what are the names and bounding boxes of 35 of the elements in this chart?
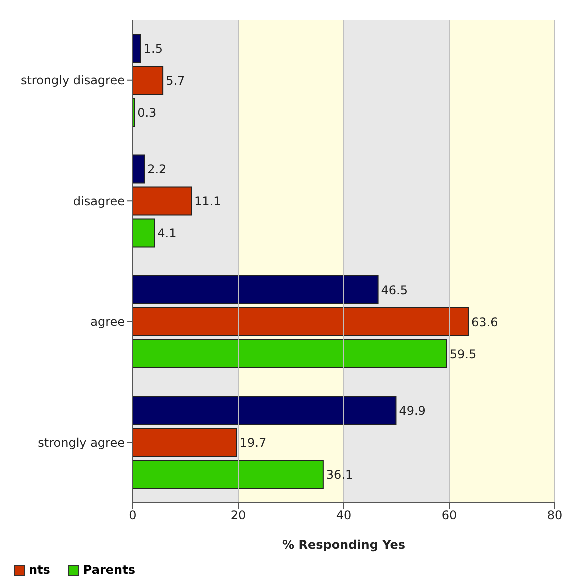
x-tick-label: 0 bbox=[129, 508, 137, 523]
bar bbox=[133, 154, 146, 184]
data-label: 46.5 bbox=[381, 283, 408, 298]
bar bbox=[133, 218, 156, 248]
data-label: 19.7 bbox=[240, 436, 267, 450]
data-label: 1.5 bbox=[144, 42, 164, 56]
bar bbox=[133, 339, 448, 368]
bar bbox=[133, 307, 469, 336]
bar bbox=[133, 460, 324, 490]
data-label: 59.5 bbox=[450, 347, 477, 362]
bar bbox=[133, 34, 142, 63]
bar bbox=[133, 396, 397, 426]
data-label: 49.9 bbox=[399, 404, 426, 418]
x-tick-label: 40 bbox=[336, 508, 352, 523]
data-label: 5.7 bbox=[166, 74, 186, 88]
bar bbox=[133, 275, 379, 304]
x-axis-title: % Responding Yes bbox=[282, 538, 406, 552]
legend-label: Parents bbox=[83, 563, 136, 577]
data-label: 4.1 bbox=[158, 226, 177, 240]
x-tick-label: 20 bbox=[230, 508, 246, 523]
data-label: 11.1 bbox=[194, 194, 222, 208]
data-label: 63.6 bbox=[471, 315, 498, 330]
x-tick-label: 80 bbox=[547, 508, 563, 523]
legend-label: nts bbox=[29, 563, 50, 577]
bar bbox=[133, 186, 192, 216]
data-label: 36.1 bbox=[326, 468, 354, 482]
y-tick-label: disagree bbox=[73, 194, 125, 208]
x-tick-label: 60 bbox=[442, 508, 458, 523]
y-tick-label: agree bbox=[90, 315, 125, 330]
data-label: 2.2 bbox=[148, 162, 167, 176]
y-tick-label: strongly agree bbox=[38, 436, 125, 450]
bar bbox=[133, 428, 238, 458]
y-tick-label: strongly disagree bbox=[20, 74, 125, 88]
bar bbox=[133, 66, 164, 95]
data-label: 0.3 bbox=[138, 106, 157, 120]
